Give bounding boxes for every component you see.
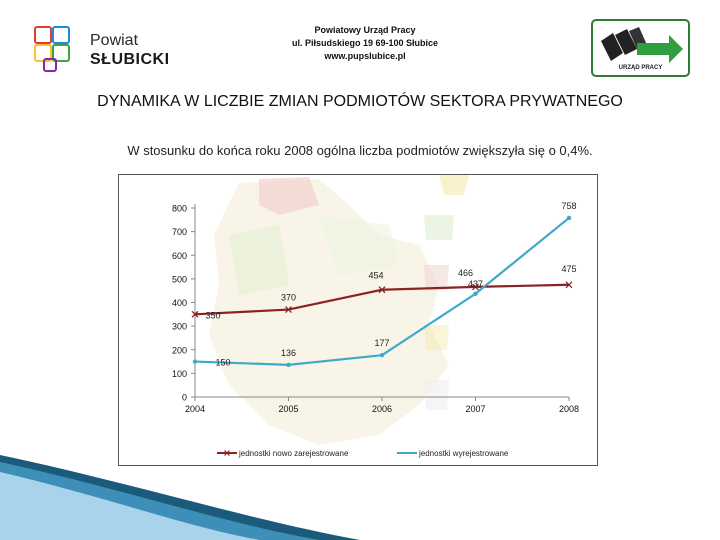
logo-right-label: URZĄD PRACY — [618, 65, 663, 71]
y-tick-label: 0 — [182, 393, 187, 403]
data-point — [565, 281, 573, 289]
data-label: 466 — [458, 268, 473, 278]
y-tick-label: 500 — [172, 274, 187, 284]
y-tick-label: 100 — [172, 369, 187, 379]
page-subtitle: W stosunku do końca roku 2008 ogólna lic… — [127, 143, 593, 158]
x-tick-label: 2005 — [278, 404, 298, 414]
legend-marker — [224, 450, 230, 456]
powiat-slubicki-logo: Powiat SŁUBICKI — [30, 20, 170, 78]
data-label: 350 — [205, 310, 220, 320]
y-tick-label: 200 — [172, 345, 187, 355]
x-tick-label: 2007 — [465, 404, 485, 414]
page-title: DYNAMIKA W LICZBIE ZMIAN PODMIOTÓW SEKTO… — [97, 93, 623, 110]
x-tick-label: 2006 — [372, 404, 392, 414]
data-point — [378, 286, 386, 294]
logo-line1: Powiat — [90, 32, 139, 49]
office-address: ul. Piłsudskiego 19 69-100 Słubice — [291, 38, 439, 48]
logo-line2: SŁUBICKI — [90, 51, 170, 68]
data-point — [286, 362, 291, 368]
urzad-pracy-logo: URZĄD PRACY — [591, 19, 690, 77]
data-label: 150 — [215, 358, 230, 368]
y-tick-label: 800 — [172, 204, 187, 214]
x-tick-label: 2004 — [185, 404, 205, 414]
legend-label: jednostki nowo zarejestrowane — [238, 449, 349, 458]
header-info: Powiatowy Urząd Pracy ul. Piłsudskiego 1… — [240, 24, 490, 63]
y-tick-label: 600 — [172, 251, 187, 261]
data-label: 475 — [561, 264, 576, 274]
data-point — [191, 310, 199, 318]
y-tick-label: 300 — [172, 322, 187, 332]
chart-frame: 0 100 200 300 400 500 600 700 800 2004 2005 2006 200… — [118, 174, 598, 466]
data-point — [566, 215, 572, 221]
y-tick-label: 400 — [172, 298, 187, 308]
x-tick-label: 2008 — [559, 404, 579, 414]
office-website[interactable]: www.pupslubice.pl — [324, 51, 406, 61]
legend-label: jednostki wyrejestrowane — [418, 449, 509, 458]
data-point — [473, 291, 478, 296]
data-point — [379, 352, 385, 358]
data-point — [285, 306, 292, 314]
data-label: 758 — [561, 201, 576, 211]
data-point — [192, 359, 198, 364]
data-label: 136 — [281, 348, 296, 358]
line-chart: 0 100 200 300 400 500 600 700 800 2004 2005 2006 200… — [172, 201, 579, 458]
data-label: 437 — [468, 279, 483, 289]
data-label: 177 — [374, 338, 389, 348]
office-name: Powiatowy Urząd Pracy — [314, 25, 416, 35]
data-label: 370 — [281, 293, 296, 303]
data-point — [472, 283, 479, 291]
y-tick-label: 700 — [172, 227, 187, 237]
decorative-swoosh — [0, 455, 360, 540]
background-map-icon — [209, 175, 469, 445]
data-label: 454 — [368, 271, 383, 281]
arrow-logo-icon — [601, 27, 683, 63]
